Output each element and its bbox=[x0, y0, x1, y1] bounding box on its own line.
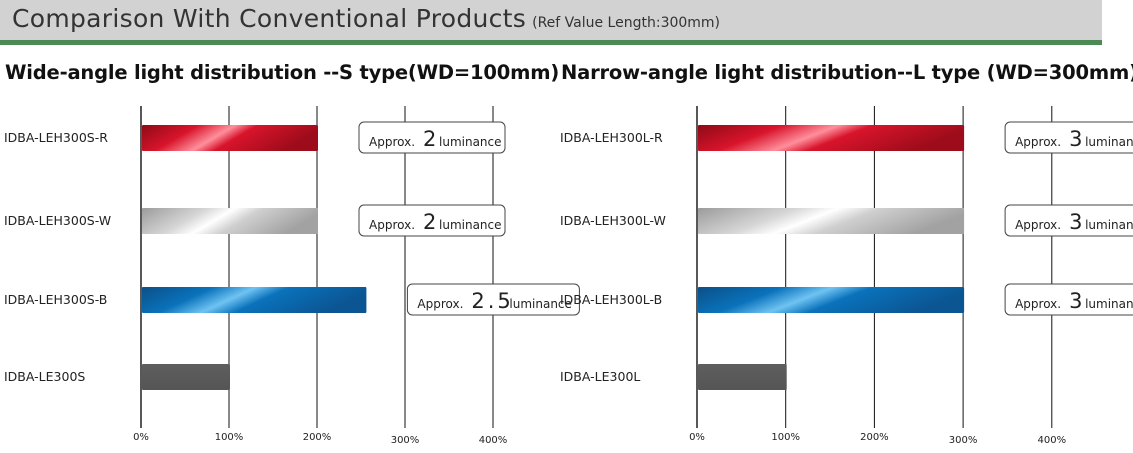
bar-gray bbox=[698, 364, 787, 390]
callout-value: 3 bbox=[1069, 289, 1082, 313]
chart-title-s-type: Wide-angle light distribution --S type(W… bbox=[5, 61, 560, 84]
callout-prefix: Approx. bbox=[1015, 297, 1061, 311]
callout-suffix: luminance bbox=[439, 218, 502, 232]
callout-box bbox=[358, 121, 506, 154]
tick-label: 200% bbox=[860, 432, 889, 443]
tick-label: 300% bbox=[949, 435, 978, 446]
callout-value: 2 bbox=[423, 210, 436, 234]
bar-blue bbox=[698, 287, 965, 313]
callout-suffix: luminance bbox=[509, 297, 572, 311]
luminance-callout: Approx. 2 luminance bbox=[358, 121, 506, 154]
chart-title-l-type: Narrow-angle light distribution--L type … bbox=[561, 61, 1133, 84]
callout-box bbox=[1004, 283, 1133, 316]
callout-value: 2.5 bbox=[471, 289, 513, 313]
category-label: IDBA-LEH300S-W bbox=[4, 213, 111, 228]
callout-box bbox=[1004, 121, 1133, 154]
callout-prefix: Approx. bbox=[1015, 135, 1061, 149]
category-label: IDBA-LEH300L-B bbox=[560, 292, 662, 307]
bar-red bbox=[142, 125, 318, 151]
chart-s-type: IDBA-LEH300S-R Approx. 2 luminanceIDBA-LEH3… bbox=[4, 106, 580, 446]
callout-prefix: Approx. bbox=[369, 135, 415, 149]
callout-suffix: luminance bbox=[1085, 135, 1133, 149]
category-label: IDBA-LEH300S-R bbox=[4, 130, 108, 145]
callout-suffix: luminance bbox=[439, 135, 502, 149]
callout-value: 2 bbox=[423, 127, 436, 151]
callout-box bbox=[406, 283, 580, 316]
tick-label: 400% bbox=[479, 435, 508, 446]
callout-prefix: Approx. bbox=[1015, 218, 1061, 232]
callout-box bbox=[1004, 204, 1133, 237]
luminance-callout: Approx. 3luminance bbox=[1004, 121, 1133, 154]
tick-label: 100% bbox=[771, 432, 800, 443]
category-label: IDBA-LEH300L-R bbox=[560, 130, 663, 145]
tick-label: 400% bbox=[1038, 435, 1067, 446]
chart-l-type: IDBA-LEH300L-RApprox.3luminanceIDBA-LEH3… bbox=[560, 106, 1133, 446]
bar-gray bbox=[142, 364, 230, 390]
bar-white bbox=[698, 208, 965, 234]
luminance-callout: Approx. 3luminance bbox=[1004, 204, 1133, 237]
category-label: IDBA-LE300S bbox=[4, 369, 85, 384]
tick-label: 200% bbox=[303, 432, 332, 443]
section-title: Comparison With Conventional Products (Re… bbox=[12, 4, 720, 33]
section-title-text: Comparison With Conventional Products bbox=[12, 4, 527, 33]
category-label: IDBA-LEH300L-W bbox=[560, 213, 666, 228]
tick-label: 300% bbox=[391, 435, 420, 446]
callout-prefix: Approx. bbox=[369, 218, 415, 232]
tick-label: 0% bbox=[133, 432, 149, 443]
section-subtitle: (Ref Value Length:300mm) bbox=[532, 15, 721, 31]
section-header: Comparison With Conventional Products (Re… bbox=[0, 0, 1102, 45]
luminance-callout: Approx. 3luminance bbox=[1004, 283, 1133, 316]
callout-suffix: luminance bbox=[1085, 297, 1133, 311]
tick-label: 100% bbox=[215, 432, 244, 443]
callout-box bbox=[358, 204, 506, 237]
tick-label: 0% bbox=[689, 432, 705, 443]
bar-red bbox=[698, 125, 965, 151]
category-label: IDBA-LE300L bbox=[560, 369, 640, 384]
category-label: IDBA-LEH300S-B bbox=[4, 292, 107, 307]
callout-value: 3 bbox=[1069, 127, 1082, 151]
bar-blue bbox=[142, 287, 367, 313]
callout-prefix: Approx. bbox=[417, 297, 463, 311]
luminance-callout: Approx. 2 luminance bbox=[358, 204, 506, 237]
callout-suffix: luminance bbox=[1085, 218, 1133, 232]
callout-value: 3 bbox=[1069, 210, 1082, 234]
bar-white bbox=[142, 208, 318, 234]
